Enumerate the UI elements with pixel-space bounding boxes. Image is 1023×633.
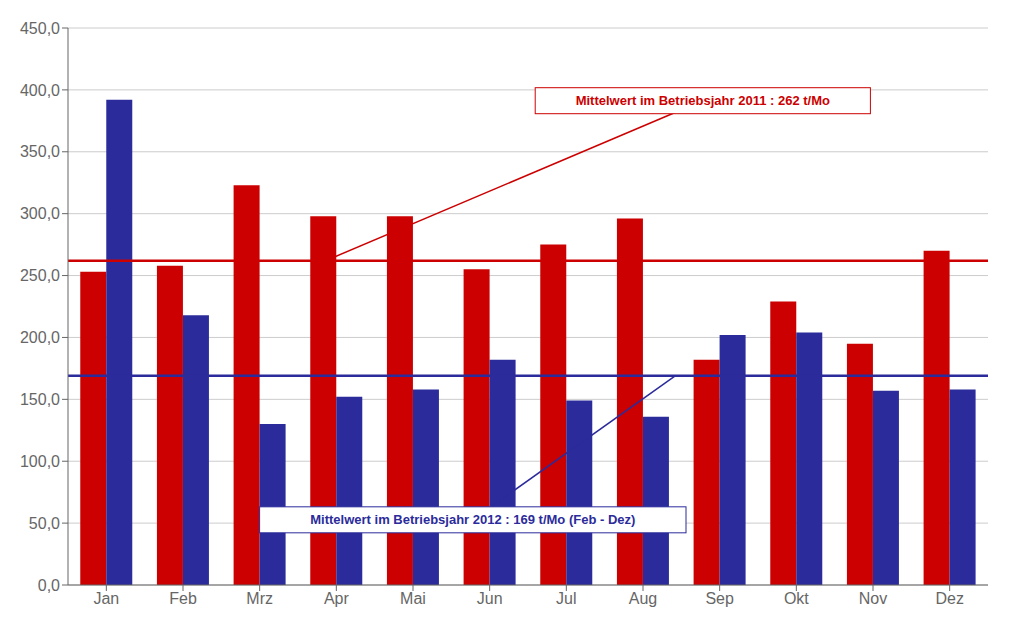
svg-text:Sep: Sep <box>705 590 734 607</box>
svg-text:Mrz: Mrz <box>246 590 273 607</box>
svg-text:Jan: Jan <box>93 590 119 607</box>
svg-text:Feb: Feb <box>169 590 197 607</box>
svg-text:150,0: 150,0 <box>20 391 60 408</box>
svg-text:Dez: Dez <box>935 590 963 607</box>
svg-text:Jul: Jul <box>556 590 576 607</box>
svg-text:250,0: 250,0 <box>20 267 60 284</box>
svg-text:Mittelwert im Betriebsjahr 201: Mittelwert im Betriebsjahr 2012 : 169 t/… <box>310 512 635 527</box>
svg-text:450,0: 450,0 <box>20 20 60 37</box>
svg-text:50,0: 50,0 <box>29 515 60 532</box>
svg-text:Aug: Aug <box>629 590 657 607</box>
svg-text:300,0: 300,0 <box>20 205 60 222</box>
svg-text:400,0: 400,0 <box>20 82 60 99</box>
svg-text:Okt: Okt <box>784 590 809 607</box>
svg-text:200,0: 200,0 <box>20 329 60 346</box>
svg-text:0,0: 0,0 <box>38 577 60 594</box>
svg-text:350,0: 350,0 <box>20 143 60 160</box>
svg-text:Nov: Nov <box>859 590 887 607</box>
svg-text:100,0: 100,0 <box>20 453 60 470</box>
svg-text:Mai: Mai <box>400 590 426 607</box>
svg-text:Apr: Apr <box>324 590 350 607</box>
svg-text:Mittelwert im Betriebsjahr 201: Mittelwert im Betriebsjahr 2011 : 262 t/… <box>576 93 830 108</box>
svg-text:Jun: Jun <box>477 590 503 607</box>
